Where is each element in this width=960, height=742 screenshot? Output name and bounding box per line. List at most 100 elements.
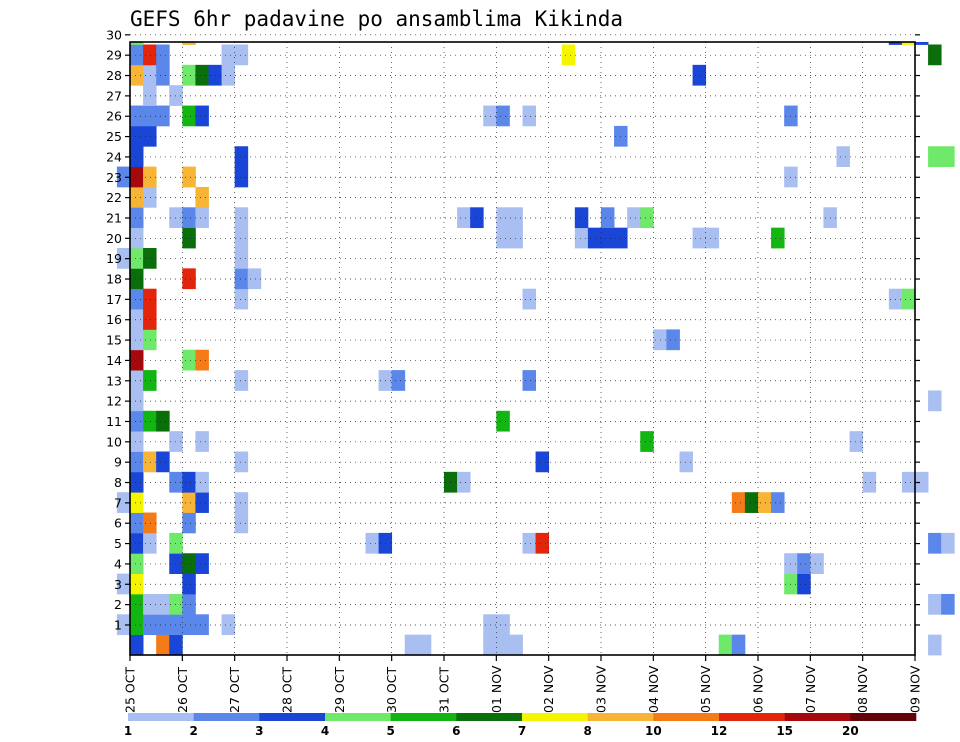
x-tick-label: 30 OCT — [384, 667, 399, 713]
legend-swatch — [193, 713, 260, 721]
y-tick-label: 2 — [114, 597, 122, 612]
heatmap-cell — [640, 431, 654, 452]
y-tick-label: 18 — [106, 272, 122, 287]
heatmap-cell — [731, 492, 746, 513]
heatmap-cell — [143, 410, 157, 432]
heatmap-cell — [496, 227, 510, 249]
heatmap-cell — [522, 105, 536, 127]
heatmap-cell — [182, 492, 196, 513]
legend-swatch — [719, 713, 785, 721]
heatmap-cell — [627, 207, 641, 229]
heatmap-cell — [182, 512, 196, 534]
heatmap-cell — [234, 370, 249, 391]
x-tick-label: 01 NOV — [489, 665, 504, 713]
heatmap-cell — [130, 634, 144, 656]
heatmap-cell — [130, 227, 144, 249]
legend-swatch — [259, 713, 326, 721]
heatmap-cell — [234, 288, 249, 310]
x-tick-label: 26 OCT — [175, 667, 190, 713]
heatmap-cell — [130, 125, 144, 147]
heatmap-cell — [731, 634, 746, 656]
heatmap-cell — [483, 105, 497, 127]
heatmap-cell — [587, 227, 602, 249]
heatmap-cell — [182, 349, 196, 371]
heatmap-cell — [941, 146, 955, 167]
heatmap-cell — [234, 166, 249, 188]
legend-swatch — [784, 713, 851, 721]
heatmap-cell — [195, 64, 209, 86]
heatmap-cell — [509, 227, 523, 249]
heatmap-cell — [130, 329, 144, 351]
heatmap-cell — [234, 268, 249, 290]
heatmap-cell — [156, 105, 170, 127]
y-tick-label: 23 — [106, 170, 122, 185]
heatmap-cell — [928, 390, 942, 412]
heatmap-cell — [130, 390, 144, 412]
heatmap-cell — [836, 146, 850, 167]
heatmap-cell — [522, 288, 536, 310]
heatmap-cell — [143, 186, 157, 208]
heatmap-cell — [156, 44, 170, 66]
heatmap-cell — [901, 471, 916, 493]
heatmap-cell — [156, 64, 170, 86]
y-tick-label: 22 — [106, 190, 122, 205]
heatmap-cell — [535, 451, 550, 473]
heatmap-cell — [130, 105, 144, 127]
heatmap-cell — [143, 44, 157, 66]
heatmap-cell — [692, 64, 707, 86]
heatmap-cell — [666, 329, 680, 351]
y-tick-label: 3 — [114, 577, 122, 592]
heatmap-cell — [130, 451, 144, 473]
heatmap-cell — [797, 573, 811, 595]
heatmap-cell — [156, 593, 170, 615]
heatmap-cell — [849, 431, 864, 452]
heatmap-cell — [182, 553, 196, 574]
y-tick-label: 15 — [106, 333, 122, 348]
heatmap-cell — [182, 42, 196, 45]
legend-swatch — [850, 713, 917, 721]
heatmap-cell — [404, 634, 419, 656]
y-axis: 1234567891011121314151617181920212223242… — [106, 27, 920, 632]
heatmap-cell — [182, 593, 196, 615]
heatmap-cell — [705, 227, 720, 249]
heatmap-cell — [182, 166, 196, 188]
heatmap-cell — [496, 207, 510, 229]
y-tick-label: 25 — [106, 129, 122, 144]
color-legend: 1 2 3 4 5 6 7 8 10 12 15 20 — [124, 713, 917, 738]
legend-swatch — [390, 713, 457, 721]
x-tick-label: 29 OCT — [332, 667, 347, 713]
heatmap-cell — [601, 207, 615, 229]
heatmap-cell — [195, 492, 209, 513]
y-tick-label: 21 — [106, 210, 122, 225]
heatmap-cell — [116, 614, 131, 636]
legend-label: 5 — [386, 724, 394, 738]
heatmap-cell — [156, 634, 170, 656]
heatmap-cell — [901, 42, 916, 45]
heatmap-cell — [116, 248, 131, 269]
legend-label: 1 — [124, 724, 132, 738]
heatmap-cell — [496, 614, 510, 636]
heatmap-cell — [130, 492, 144, 513]
heatmap-cell — [496, 410, 510, 432]
legend-swatch — [653, 713, 720, 721]
y-tick-label: 14 — [106, 353, 122, 368]
legend-swatch — [456, 713, 523, 721]
heatmap-cell — [143, 370, 157, 391]
x-tick-label: 03 NOV — [594, 665, 609, 713]
heatmap-cell — [928, 634, 942, 656]
heatmap-cell — [130, 146, 144, 167]
heatmap-cell — [130, 431, 144, 452]
heatmap-cell — [195, 553, 209, 574]
heatmap-cell — [143, 85, 157, 106]
heatmap-cell — [143, 166, 157, 188]
heatmap-cell — [130, 573, 144, 595]
y-tick-label: 12 — [106, 394, 122, 409]
heatmap-cell — [417, 634, 432, 656]
x-tick-label: 05 NOV — [698, 665, 713, 713]
heatmap-cell — [561, 44, 576, 66]
y-tick-label: 5 — [114, 536, 122, 551]
y-tick-label: 11 — [106, 414, 122, 429]
legend-label: 6 — [452, 724, 460, 738]
heatmap-cell — [182, 614, 196, 636]
heatmap-cell — [130, 471, 144, 493]
